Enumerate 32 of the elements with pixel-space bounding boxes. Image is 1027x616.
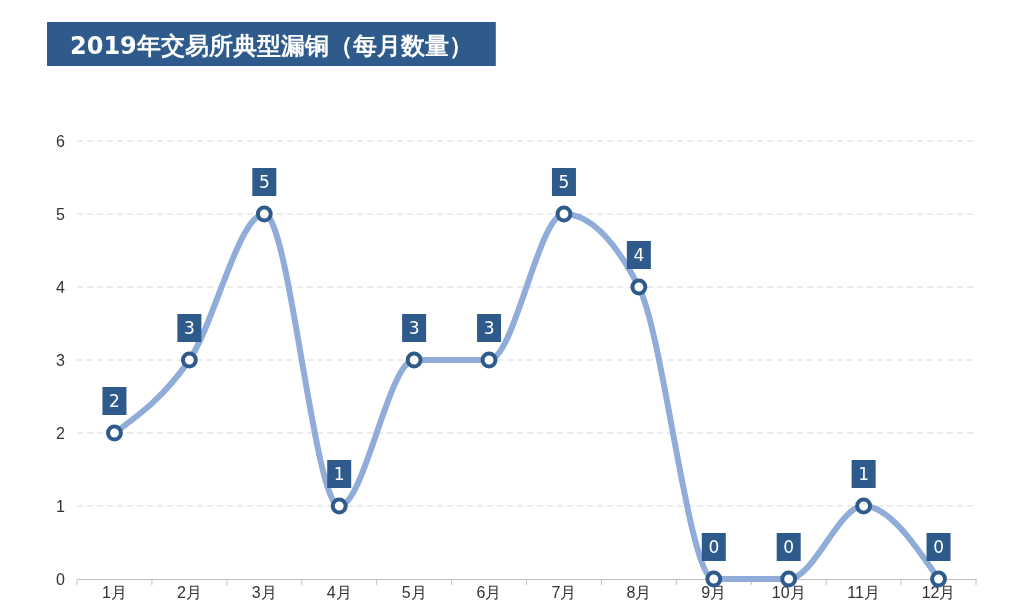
x-tick-label: 11月 bbox=[847, 584, 880, 602]
data-label: 1 bbox=[858, 464, 870, 484]
x-tick-label: 5月 bbox=[401, 584, 427, 602]
data-label: 3 bbox=[408, 318, 420, 338]
chart-title: 2019年交易所典型漏铜（每月数量） bbox=[70, 32, 473, 60]
x-tick-label: 4月 bbox=[326, 584, 352, 602]
x-tick-label: 7月 bbox=[551, 584, 577, 602]
y-tick-label: 1 bbox=[56, 497, 66, 515]
data-label: 3 bbox=[483, 318, 495, 338]
x-tick-label: 1月 bbox=[102, 584, 127, 602]
x-tick-label: 6月 bbox=[476, 584, 502, 602]
y-tick-label: 0 bbox=[56, 570, 66, 588]
x-tick-label: 10月 bbox=[771, 584, 806, 602]
x-tick-label: 9月 bbox=[701, 584, 727, 602]
data-label: 3 bbox=[183, 318, 195, 338]
y-tick-label: 6 bbox=[56, 132, 66, 150]
x-tick-label: 2月 bbox=[176, 584, 202, 602]
data-label: 2 bbox=[109, 391, 120, 411]
data-label: 5 bbox=[258, 172, 270, 192]
y-tick-label: 4 bbox=[56, 278, 66, 296]
data-label: 0 bbox=[708, 537, 720, 557]
y-tick-label: 2 bbox=[56, 424, 66, 442]
data-label: 0 bbox=[783, 537, 795, 557]
data-label: 1 bbox=[333, 464, 345, 484]
y-tick-label: 5 bbox=[56, 205, 66, 223]
y-tick-label: 3 bbox=[56, 351, 66, 369]
x-tick-label: 3月 bbox=[251, 584, 277, 602]
data-label: 4 bbox=[633, 245, 645, 265]
data-label: 5 bbox=[558, 172, 570, 192]
x-tick-label: 12月 bbox=[921, 584, 956, 602]
x-tick-label: 8月 bbox=[626, 584, 652, 602]
data-label: 0 bbox=[933, 537, 944, 557]
